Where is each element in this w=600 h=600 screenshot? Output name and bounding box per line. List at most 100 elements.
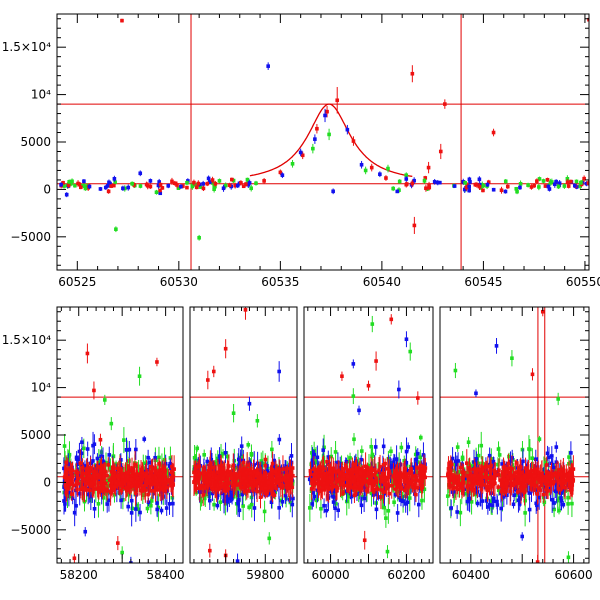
data-point xyxy=(148,184,153,189)
data-point xyxy=(404,460,409,465)
data-point xyxy=(249,186,254,191)
data-point xyxy=(398,462,403,467)
data-point xyxy=(148,460,152,465)
data-point xyxy=(237,482,242,486)
data-point xyxy=(111,454,116,458)
data-point xyxy=(497,453,502,457)
data-point xyxy=(537,495,541,500)
data-point xyxy=(340,477,345,481)
data-point xyxy=(582,176,586,181)
data-point xyxy=(344,460,349,464)
data-point xyxy=(405,500,410,505)
data-point xyxy=(438,180,442,185)
data-point xyxy=(143,483,148,487)
data-point xyxy=(511,502,516,507)
data-point xyxy=(246,476,250,481)
data-point xyxy=(407,471,411,476)
data-point xyxy=(546,184,551,189)
data-point xyxy=(78,461,83,465)
data-point xyxy=(325,459,329,464)
data-point xyxy=(192,180,196,185)
data-point xyxy=(119,458,123,462)
data-point xyxy=(384,176,388,180)
data-point xyxy=(227,496,232,501)
data-point xyxy=(500,462,504,466)
data-point xyxy=(333,470,338,474)
data-point xyxy=(132,469,136,474)
data-point xyxy=(381,476,386,480)
data-point xyxy=(237,508,242,513)
data-point xyxy=(383,478,387,483)
data-point xyxy=(123,471,127,476)
data-point xyxy=(402,477,407,481)
data-point xyxy=(223,346,228,351)
data-point xyxy=(254,181,258,186)
data-point xyxy=(98,437,103,442)
data-point xyxy=(261,486,265,491)
data-point xyxy=(249,480,254,484)
data-point xyxy=(211,369,216,374)
data-point xyxy=(237,497,241,502)
data-point xyxy=(214,460,218,464)
data-point xyxy=(523,511,527,515)
data-point xyxy=(131,479,136,484)
data-point xyxy=(554,489,559,494)
data-point xyxy=(105,487,109,492)
data-point xyxy=(477,184,482,189)
data-point xyxy=(322,481,327,486)
data-point xyxy=(288,500,293,505)
data-point xyxy=(127,481,131,486)
data-point xyxy=(104,460,108,465)
data-point xyxy=(412,466,417,470)
data-point xyxy=(557,181,562,185)
data-point xyxy=(215,503,220,508)
data-point xyxy=(387,475,391,479)
data-point xyxy=(331,500,336,504)
data-point xyxy=(82,487,87,491)
data-point xyxy=(324,485,329,490)
data-point xyxy=(354,459,358,463)
data-point xyxy=(530,456,535,461)
data-point xyxy=(113,481,118,485)
data-point xyxy=(91,443,95,448)
data-point xyxy=(417,502,421,507)
data-point xyxy=(419,474,424,479)
data-point xyxy=(69,479,74,484)
data-point xyxy=(77,449,82,454)
data-point xyxy=(82,179,86,184)
data-point xyxy=(392,500,396,505)
data-point xyxy=(315,481,320,486)
data-point xyxy=(499,188,504,193)
data-point xyxy=(222,499,226,503)
data-point xyxy=(262,179,266,183)
top-axes: 60525 60530 60535 60540 60545 60550 1.5×10⁴ 10⁴… xyxy=(2,13,600,289)
data-point xyxy=(268,478,272,483)
data-point xyxy=(322,488,327,492)
data-point xyxy=(331,189,335,194)
bottom-data-layer xyxy=(57,307,589,563)
data-point xyxy=(392,483,396,488)
data-point xyxy=(159,471,163,476)
data-point xyxy=(280,173,285,177)
data-point xyxy=(310,458,315,463)
data-point xyxy=(175,183,179,187)
data-point xyxy=(308,472,313,477)
data-point xyxy=(399,498,403,503)
data-point xyxy=(421,471,426,475)
data-point xyxy=(315,126,319,131)
data-point xyxy=(468,180,472,184)
data-point xyxy=(347,480,352,485)
data-point xyxy=(64,192,69,197)
data-point xyxy=(216,483,221,488)
data-point xyxy=(417,470,422,474)
data-point xyxy=(348,456,352,460)
data-point xyxy=(360,482,364,486)
data-point xyxy=(313,137,317,141)
data-point xyxy=(283,475,287,480)
data-point xyxy=(348,468,352,473)
data-point xyxy=(345,474,350,479)
data-point xyxy=(158,188,162,193)
x-tick-label: 60540 xyxy=(363,275,401,289)
data-point xyxy=(171,474,176,479)
data-point xyxy=(496,462,500,467)
